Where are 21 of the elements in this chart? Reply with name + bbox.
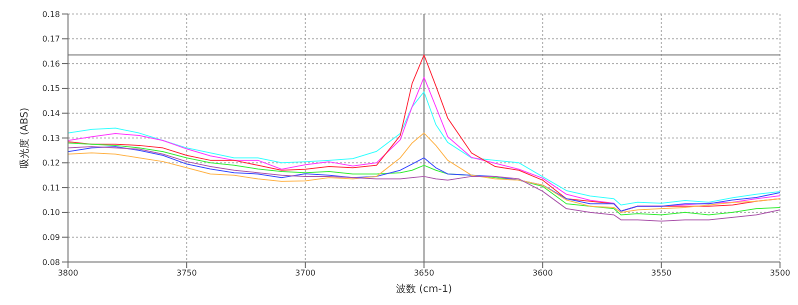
y-tick-label: 0.13 xyxy=(42,134,60,143)
x-tick-label: 3700 xyxy=(295,268,316,278)
y-tick-label: 0.14 xyxy=(42,109,60,118)
y-tick-label: 0.18 xyxy=(42,10,60,19)
y-tick-label: 0.17 xyxy=(42,34,60,44)
x-tick-label: 3750 xyxy=(176,268,197,278)
x-tick-label: 3650 xyxy=(414,268,434,278)
x-tick-label: 3800 xyxy=(58,268,78,278)
y-tick-label: 0.09 xyxy=(42,233,60,242)
y-tick-label: 0.11 xyxy=(42,183,60,192)
x-axis-title: 波数 (cm-1) xyxy=(396,283,452,295)
y-tick-label: 0.16 xyxy=(42,59,60,68)
y-tick-label: 0.15 xyxy=(42,84,60,94)
line-series xyxy=(68,91,780,206)
x-tick-label: 3500 xyxy=(770,268,790,278)
y-tick-label: 0.10 xyxy=(42,208,60,218)
y-axis-title: 吸光度 (ABS) xyxy=(18,107,31,168)
x-tick-label: 3600 xyxy=(532,268,553,278)
y-tick-label: 0.12 xyxy=(42,158,60,168)
x-tick-label: 3550 xyxy=(651,268,672,278)
y-tick-label: 0.08 xyxy=(42,258,60,267)
